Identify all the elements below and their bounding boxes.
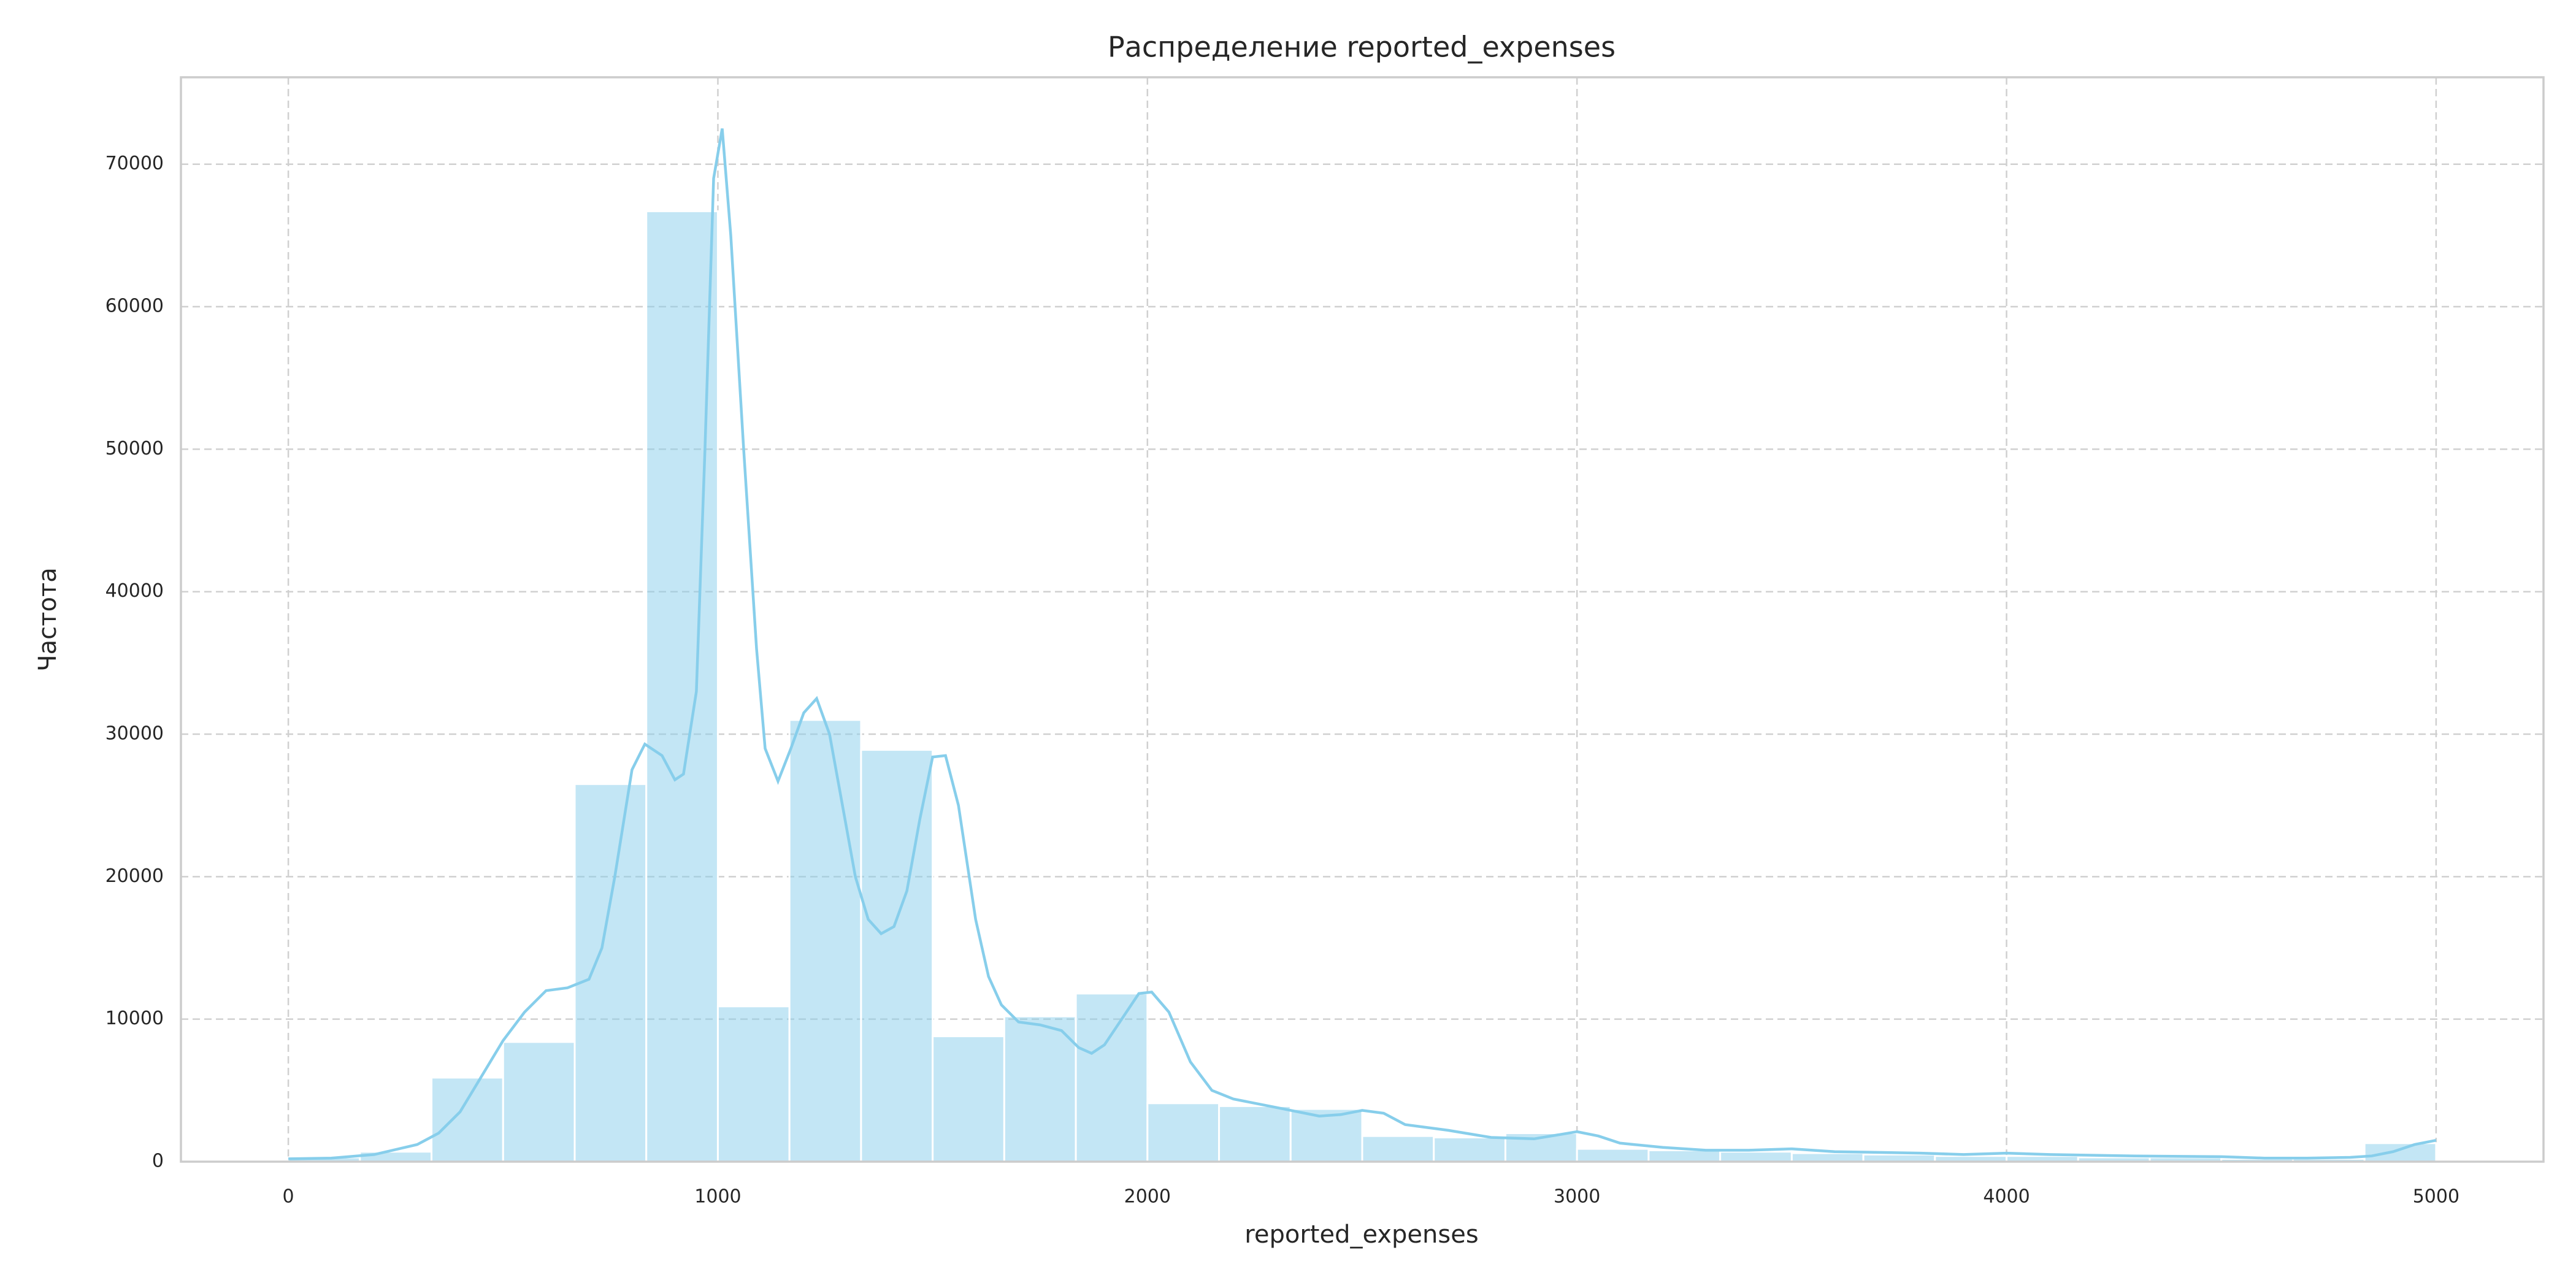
bar	[1647, 1149, 1722, 1163]
bar	[788, 719, 862, 1163]
bar	[573, 783, 648, 1163]
bar	[2363, 1142, 2437, 1163]
y-tick-label: 40000	[105, 580, 164, 602]
y-tick-label: 60000	[105, 296, 164, 317]
plot-frame	[180, 76, 2545, 1163]
x-tick-label: 5000	[2413, 1186, 2459, 1208]
x-tick-label: 4000	[1983, 1186, 2030, 1208]
x-tick-label: 2000	[1124, 1186, 1171, 1208]
y-tick-label: 30000	[105, 723, 164, 745]
y-tick-label: 50000	[105, 438, 164, 459]
bar	[932, 1035, 1005, 1163]
bar	[1146, 1102, 1221, 1163]
bar	[1719, 1151, 1793, 1163]
bar	[1790, 1152, 1865, 1163]
y-tick-label: 0	[152, 1151, 164, 1172]
bar	[645, 210, 719, 1163]
y-axis-label: Частота	[34, 567, 62, 672]
bar	[431, 1076, 504, 1163]
bar	[359, 1151, 433, 1163]
x-tick-label: 0	[283, 1186, 294, 1208]
bar	[1003, 1015, 1077, 1163]
bar	[1218, 1105, 1292, 1163]
bar	[1576, 1148, 1650, 1163]
bar	[502, 1041, 576, 1163]
y-tick-label: 70000	[105, 153, 164, 174]
kde-line	[288, 128, 2437, 1160]
bar	[1361, 1135, 1435, 1163]
y-tick-label: 20000	[105, 865, 164, 887]
bar	[716, 1005, 791, 1163]
x-tick-label: 1000	[694, 1186, 741, 1208]
chart-title: Распределение reported_expenses	[1108, 31, 1616, 64]
x-tick-label: 3000	[1554, 1186, 1600, 1208]
x-axis-label: reported_expenses	[1244, 1221, 1478, 1249]
bar	[1433, 1137, 1506, 1163]
bar	[1075, 992, 1149, 1163]
y-tick-label: 10000	[105, 1008, 164, 1029]
